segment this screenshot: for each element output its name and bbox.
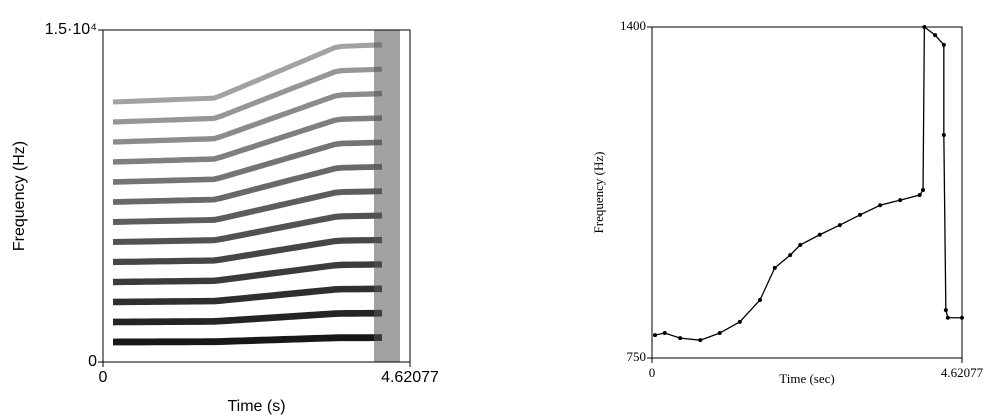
pitch-point (817, 232, 822, 237)
pitch-line (654, 25, 962, 341)
harmonic-band (112, 309, 383, 326)
harmonic-band (112, 334, 383, 346)
harmonic-band (112, 236, 383, 266)
pitch-point (772, 265, 777, 270)
pitch-point (941, 132, 946, 137)
plot-frame (651, 26, 963, 359)
pitch-point (798, 242, 803, 247)
harmonic-band (112, 90, 383, 145)
pitch-point (898, 198, 903, 203)
x-axis-label: Time (s) (227, 398, 285, 415)
y-tick-label: 0 (88, 353, 97, 370)
harmonic-band (112, 42, 383, 105)
x-tick-label: 4.62077 (381, 369, 439, 386)
pitch-point (717, 331, 722, 336)
y-tick-label: 1400 (620, 18, 646, 33)
pitch-point (959, 315, 964, 320)
noise-segment (374, 30, 400, 362)
plot-background (103, 30, 410, 362)
pitch-point (878, 203, 883, 208)
pitch-point (653, 333, 658, 338)
pitch-point (737, 319, 742, 324)
pitch-point (698, 338, 703, 343)
y-tick-label: 1.5·10⁴ (45, 21, 97, 38)
pitch-point (662, 331, 667, 336)
harmonic-band (112, 163, 383, 205)
harmonic-band (112, 285, 383, 306)
pitch-point (788, 253, 793, 258)
harmonic-band (112, 66, 383, 125)
harmonic-band (112, 115, 383, 165)
y-axis-label: Frequency (Hz) (591, 152, 606, 234)
x-tick-label: 0 (99, 369, 108, 386)
harmonic-band (112, 188, 383, 225)
x-axis-label: Time (sec) (779, 371, 835, 386)
harmonic-band (112, 139, 383, 185)
x-tick-label: 4.62077 (941, 365, 984, 380)
pitch-point (917, 193, 922, 198)
harmonic-band (112, 261, 383, 286)
pitch-point (678, 336, 683, 341)
y-axis-label: Frequency (Hz) (11, 141, 28, 251)
pitch-point (943, 308, 948, 313)
pitch-point (945, 315, 950, 320)
plot-frame (102, 29, 411, 363)
pitch-point (758, 297, 763, 302)
pitch-point (921, 187, 926, 192)
pitch-point (837, 223, 842, 228)
pitch-point (941, 42, 946, 47)
harmonic-band (112, 212, 383, 246)
y-tick-label: 750 (627, 349, 647, 364)
pitch-point (857, 212, 862, 217)
pitch-point (933, 33, 938, 38)
x-tick-label: 0 (649, 365, 656, 380)
spectrogram-image (112, 30, 400, 362)
pitch-point (922, 25, 927, 29)
